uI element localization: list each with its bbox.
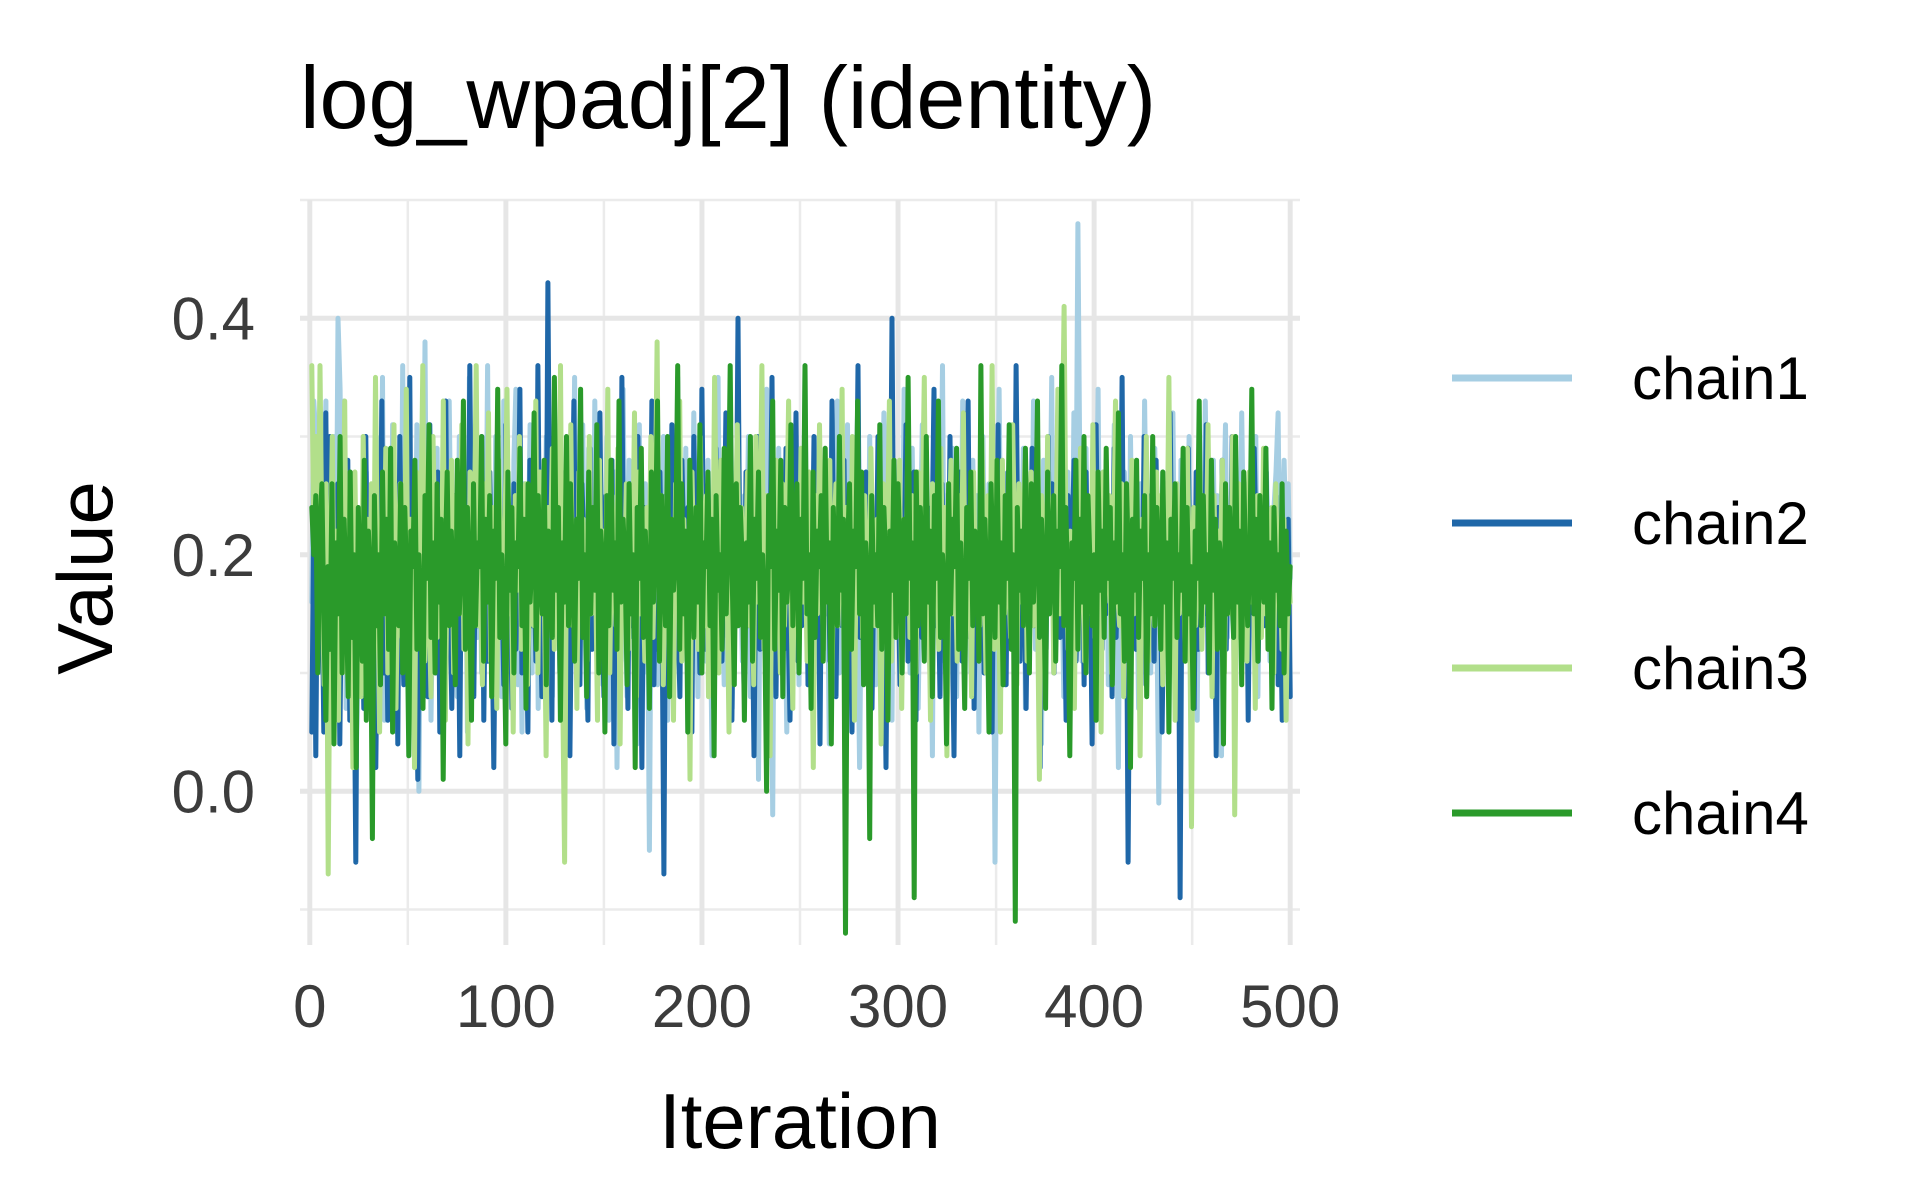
y-tick-label: 0.2 — [172, 522, 255, 589]
legend-label: chain2 — [1632, 490, 1809, 557]
y-tick-label: 0.4 — [172, 285, 255, 352]
series-lines — [309, 221, 1293, 936]
x-tick-label: 300 — [848, 973, 948, 1040]
y-tick-label: 0.0 — [172, 758, 255, 825]
chart-title: log_wpadj[2] (identity) — [300, 48, 1156, 147]
x-axis-title: Iteration — [659, 1077, 941, 1165]
legend-item-chain2: chain2 — [1452, 490, 1809, 557]
legend-label: chain4 — [1632, 780, 1809, 847]
legend-label: chain1 — [1632, 345, 1809, 412]
legend-item-chain3: chain3 — [1452, 635, 1809, 702]
x-tick-label: 100 — [456, 973, 556, 1040]
series-line-chain4 — [309, 363, 1293, 936]
x-tick-label: 200 — [652, 973, 752, 1040]
legend-item-chain1: chain1 — [1452, 345, 1809, 412]
y-axis-title: Value — [41, 481, 129, 675]
x-axis-ticks: 0 100 200 300 400 500 — [293, 973, 1340, 1040]
legend: chain1 chain2 chain3 chain4 — [1452, 345, 1809, 847]
x-tick-label: 0 — [293, 973, 326, 1040]
y-axis-ticks: 0.0 0.2 0.4 — [172, 285, 255, 825]
x-tick-label: 500 — [1240, 973, 1340, 1040]
x-tick-label: 400 — [1044, 973, 1144, 1040]
legend-item-chain4: chain4 — [1452, 780, 1809, 847]
legend-label: chain3 — [1632, 635, 1809, 702]
